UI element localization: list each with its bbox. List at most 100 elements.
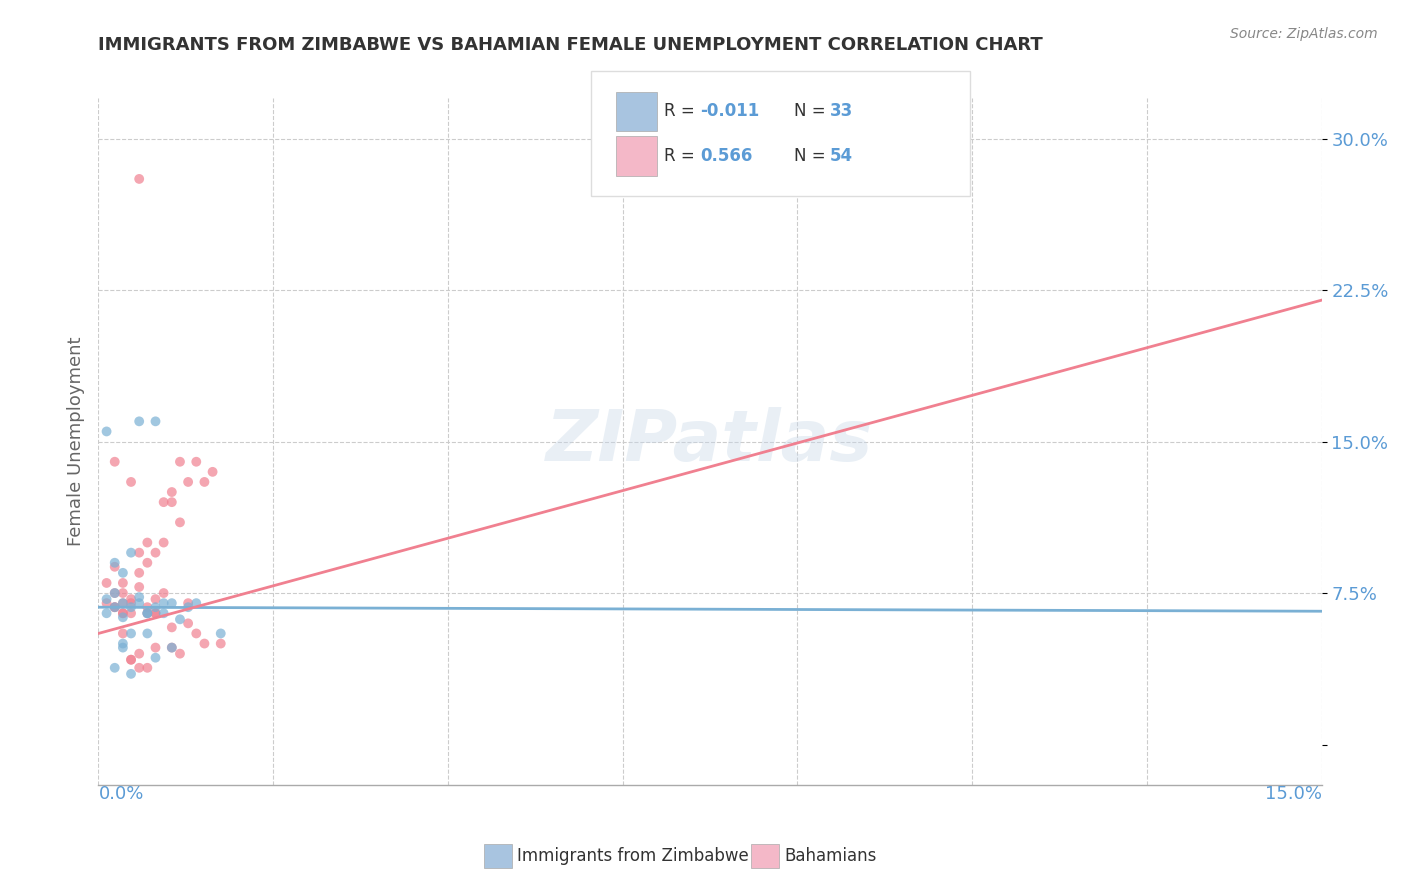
Point bbox=[136, 626, 159, 640]
Point bbox=[209, 636, 232, 650]
Text: Source: ZipAtlas.com: Source: ZipAtlas.com bbox=[1230, 27, 1378, 41]
Point bbox=[120, 653, 142, 667]
Point bbox=[193, 636, 215, 650]
Point bbox=[136, 535, 159, 549]
Point bbox=[145, 607, 167, 621]
Point bbox=[160, 596, 183, 610]
Point bbox=[96, 425, 118, 439]
Point bbox=[128, 546, 150, 560]
Point bbox=[120, 600, 142, 615]
Point bbox=[201, 465, 224, 479]
Text: 15.0%: 15.0% bbox=[1264, 785, 1322, 803]
Point bbox=[104, 556, 127, 570]
Point bbox=[160, 640, 183, 655]
Point bbox=[152, 495, 174, 509]
Point bbox=[120, 592, 142, 607]
Text: Immigrants from Zimbabwe: Immigrants from Zimbabwe bbox=[517, 847, 749, 865]
Point bbox=[145, 640, 167, 655]
Point bbox=[96, 576, 118, 591]
Point bbox=[96, 596, 118, 610]
Y-axis label: Female Unemployment: Female Unemployment bbox=[66, 337, 84, 546]
Point bbox=[128, 661, 150, 675]
Text: R =: R = bbox=[664, 103, 700, 120]
Point bbox=[145, 546, 167, 560]
Text: -0.011: -0.011 bbox=[700, 103, 759, 120]
Text: ZIPatlas: ZIPatlas bbox=[547, 407, 873, 476]
Point bbox=[128, 647, 150, 661]
Text: N =: N = bbox=[794, 147, 831, 165]
Point bbox=[104, 600, 127, 615]
Text: 0.566: 0.566 bbox=[700, 147, 752, 165]
Point bbox=[96, 592, 118, 607]
Point bbox=[136, 607, 159, 621]
Point bbox=[104, 559, 127, 574]
Point bbox=[160, 620, 183, 634]
Point bbox=[120, 626, 142, 640]
Point bbox=[186, 626, 208, 640]
Text: R =: R = bbox=[664, 147, 700, 165]
Point bbox=[120, 546, 142, 560]
Point bbox=[177, 475, 200, 489]
Point bbox=[136, 600, 159, 615]
Point bbox=[111, 607, 134, 621]
Point bbox=[209, 626, 232, 640]
Point bbox=[160, 495, 183, 509]
Point bbox=[128, 580, 150, 594]
Text: 0.0%: 0.0% bbox=[98, 785, 143, 803]
Point bbox=[145, 650, 167, 665]
Point bbox=[120, 653, 142, 667]
Point bbox=[111, 636, 134, 650]
Point bbox=[128, 172, 150, 186]
Point bbox=[193, 475, 215, 489]
Point bbox=[177, 596, 200, 610]
Point bbox=[177, 600, 200, 615]
Point bbox=[120, 475, 142, 489]
Point bbox=[111, 640, 134, 655]
Point bbox=[96, 607, 118, 621]
Point bbox=[152, 607, 174, 621]
Point bbox=[152, 596, 174, 610]
Point bbox=[111, 610, 134, 624]
Point bbox=[128, 590, 150, 604]
Point bbox=[104, 661, 127, 675]
Point bbox=[136, 661, 159, 675]
Point bbox=[111, 576, 134, 591]
Point bbox=[111, 626, 134, 640]
Point bbox=[186, 455, 208, 469]
Point bbox=[104, 600, 127, 615]
Point bbox=[128, 596, 150, 610]
Point bbox=[111, 607, 134, 621]
Point bbox=[111, 596, 134, 610]
Point bbox=[111, 586, 134, 600]
Point bbox=[104, 586, 127, 600]
Point bbox=[136, 607, 159, 621]
Point bbox=[169, 647, 191, 661]
Point bbox=[111, 596, 134, 610]
Point bbox=[136, 556, 159, 570]
Point bbox=[120, 607, 142, 621]
Point bbox=[145, 607, 167, 621]
Point bbox=[169, 516, 191, 530]
Text: N =: N = bbox=[794, 103, 831, 120]
Point bbox=[136, 607, 159, 621]
Point bbox=[177, 616, 200, 631]
Point bbox=[160, 485, 183, 500]
Point bbox=[152, 535, 174, 549]
Point bbox=[104, 600, 127, 615]
Point bbox=[145, 600, 167, 615]
Text: 33: 33 bbox=[830, 103, 853, 120]
Point bbox=[104, 455, 127, 469]
Point bbox=[145, 592, 167, 607]
Point bbox=[186, 596, 208, 610]
Point bbox=[128, 566, 150, 580]
Text: Bahamians: Bahamians bbox=[785, 847, 877, 865]
Point bbox=[145, 414, 167, 428]
Point bbox=[160, 640, 183, 655]
Text: IMMIGRANTS FROM ZIMBABWE VS BAHAMIAN FEMALE UNEMPLOYMENT CORRELATION CHART: IMMIGRANTS FROM ZIMBABWE VS BAHAMIAN FEM… bbox=[98, 36, 1043, 54]
Point bbox=[169, 455, 191, 469]
Point bbox=[120, 666, 142, 681]
Point bbox=[111, 566, 134, 580]
Point bbox=[128, 414, 150, 428]
Point bbox=[120, 596, 142, 610]
Point bbox=[169, 612, 191, 626]
